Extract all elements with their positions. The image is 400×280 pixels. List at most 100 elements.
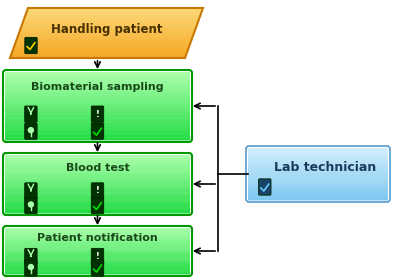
FancyBboxPatch shape (5, 242, 190, 243)
FancyBboxPatch shape (5, 168, 190, 169)
FancyBboxPatch shape (5, 229, 190, 230)
Polygon shape (16, 41, 191, 43)
FancyBboxPatch shape (5, 182, 190, 183)
Polygon shape (23, 20, 199, 22)
FancyBboxPatch shape (5, 129, 190, 131)
FancyBboxPatch shape (5, 81, 190, 83)
FancyBboxPatch shape (5, 268, 190, 269)
FancyBboxPatch shape (248, 197, 388, 199)
FancyBboxPatch shape (5, 206, 190, 208)
FancyBboxPatch shape (5, 249, 190, 251)
FancyBboxPatch shape (5, 73, 190, 75)
Polygon shape (17, 38, 192, 39)
FancyBboxPatch shape (5, 267, 190, 268)
FancyBboxPatch shape (5, 172, 190, 174)
FancyBboxPatch shape (5, 236, 190, 238)
FancyBboxPatch shape (5, 238, 190, 239)
Text: !: ! (96, 252, 100, 261)
FancyBboxPatch shape (5, 122, 190, 124)
Polygon shape (14, 45, 190, 46)
Polygon shape (19, 31, 195, 32)
FancyBboxPatch shape (248, 181, 388, 183)
FancyBboxPatch shape (248, 156, 388, 158)
FancyBboxPatch shape (5, 272, 190, 274)
FancyBboxPatch shape (91, 106, 104, 122)
FancyBboxPatch shape (5, 116, 190, 117)
FancyBboxPatch shape (248, 172, 388, 174)
Polygon shape (18, 36, 193, 38)
FancyBboxPatch shape (248, 164, 388, 165)
FancyBboxPatch shape (5, 95, 190, 97)
FancyBboxPatch shape (5, 75, 190, 76)
FancyBboxPatch shape (248, 169, 388, 170)
FancyBboxPatch shape (5, 208, 190, 210)
FancyBboxPatch shape (5, 252, 190, 253)
FancyBboxPatch shape (5, 170, 190, 172)
FancyBboxPatch shape (5, 102, 190, 104)
FancyBboxPatch shape (248, 192, 388, 193)
FancyBboxPatch shape (5, 175, 190, 176)
FancyBboxPatch shape (5, 101, 190, 102)
FancyBboxPatch shape (5, 109, 190, 111)
FancyBboxPatch shape (5, 124, 190, 125)
FancyBboxPatch shape (5, 78, 190, 79)
FancyBboxPatch shape (248, 175, 388, 177)
FancyBboxPatch shape (5, 139, 190, 141)
FancyBboxPatch shape (5, 174, 190, 175)
FancyBboxPatch shape (248, 165, 388, 166)
FancyBboxPatch shape (91, 197, 104, 214)
FancyBboxPatch shape (5, 156, 190, 158)
Polygon shape (22, 24, 197, 25)
FancyBboxPatch shape (5, 130, 190, 132)
Text: Biomaterial sampling: Biomaterial sampling (31, 82, 164, 92)
FancyBboxPatch shape (5, 235, 190, 237)
Polygon shape (26, 11, 202, 13)
FancyBboxPatch shape (5, 262, 190, 263)
FancyBboxPatch shape (5, 94, 190, 96)
FancyBboxPatch shape (5, 105, 190, 106)
FancyBboxPatch shape (248, 171, 388, 172)
FancyBboxPatch shape (248, 162, 388, 163)
FancyBboxPatch shape (5, 110, 190, 112)
FancyBboxPatch shape (5, 183, 190, 185)
FancyBboxPatch shape (5, 162, 190, 164)
FancyBboxPatch shape (5, 243, 190, 244)
Polygon shape (11, 54, 186, 55)
FancyBboxPatch shape (91, 123, 104, 139)
FancyBboxPatch shape (5, 247, 190, 249)
Polygon shape (13, 49, 188, 50)
FancyBboxPatch shape (5, 179, 190, 181)
FancyBboxPatch shape (5, 188, 190, 189)
FancyBboxPatch shape (25, 248, 37, 265)
FancyBboxPatch shape (5, 114, 190, 116)
Polygon shape (23, 21, 198, 22)
FancyBboxPatch shape (25, 197, 37, 214)
FancyBboxPatch shape (5, 79, 190, 81)
FancyBboxPatch shape (5, 86, 190, 87)
Polygon shape (22, 22, 198, 24)
FancyBboxPatch shape (5, 241, 190, 242)
FancyBboxPatch shape (91, 260, 104, 276)
FancyBboxPatch shape (248, 196, 388, 197)
Text: Blood test: Blood test (66, 163, 129, 173)
FancyBboxPatch shape (5, 271, 190, 273)
FancyBboxPatch shape (5, 158, 190, 160)
FancyBboxPatch shape (5, 189, 190, 190)
FancyBboxPatch shape (5, 256, 190, 257)
Polygon shape (24, 17, 200, 18)
FancyBboxPatch shape (5, 128, 190, 130)
Polygon shape (25, 16, 200, 17)
FancyBboxPatch shape (5, 204, 190, 206)
FancyBboxPatch shape (248, 199, 388, 200)
FancyBboxPatch shape (5, 137, 190, 139)
FancyBboxPatch shape (5, 107, 190, 109)
FancyBboxPatch shape (5, 212, 190, 213)
Polygon shape (15, 42, 191, 43)
FancyBboxPatch shape (5, 126, 190, 128)
Polygon shape (22, 25, 197, 27)
Polygon shape (15, 43, 190, 45)
FancyBboxPatch shape (91, 248, 104, 265)
Circle shape (28, 265, 34, 270)
FancyBboxPatch shape (25, 106, 37, 122)
FancyBboxPatch shape (248, 157, 388, 159)
